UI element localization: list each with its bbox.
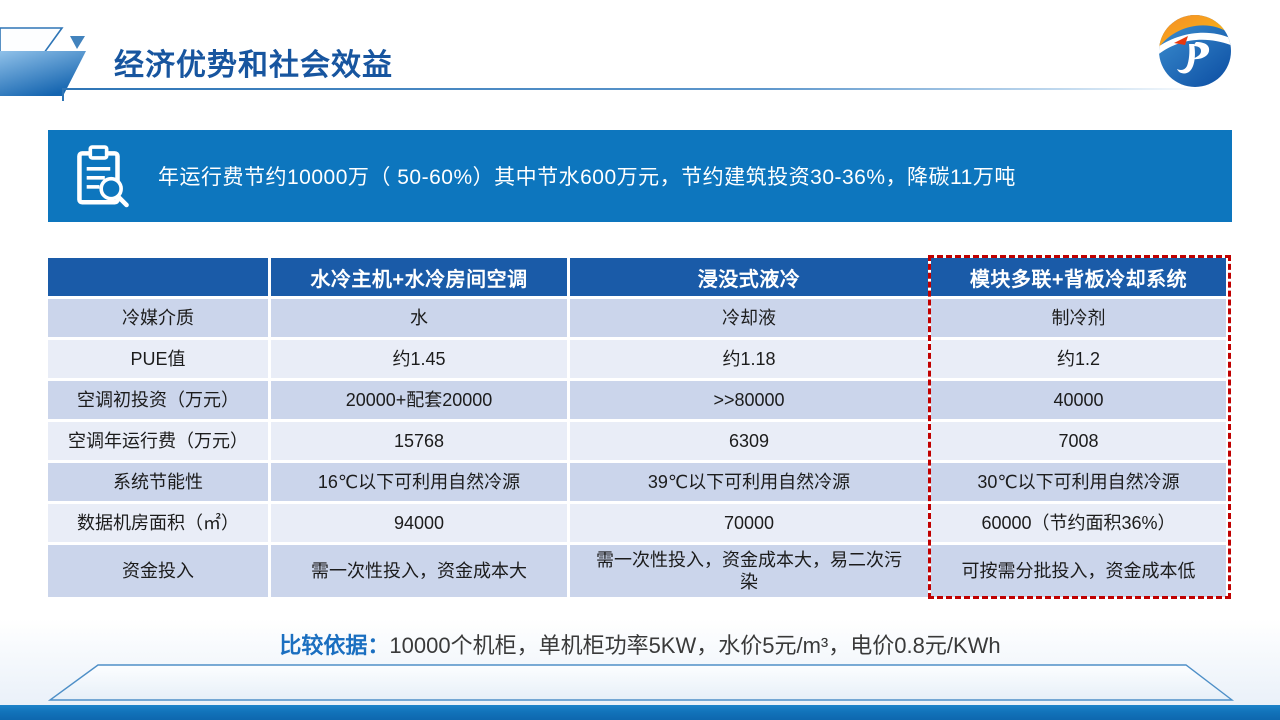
table-cell: >>80000 xyxy=(570,381,928,419)
footer-trapezoid-decoration xyxy=(47,664,1235,701)
comparison-basis-text: 10000个机柜，单机柜功率5KW，水价5元/m³，电价0.8元/KWh xyxy=(389,633,1001,658)
table-cell: 需一次性投入，资金成本大，易二次污染 xyxy=(570,545,928,597)
table-cell: 39℃以下可利用自然冷源 xyxy=(570,463,928,501)
table-cell: 40000 xyxy=(931,381,1226,419)
table-cell: 20000+配套20000 xyxy=(271,381,567,419)
row-label: 数据机房面积（㎡） xyxy=(48,504,268,542)
page-title: 经济优势和社会效益 xyxy=(114,49,393,82)
comparison-basis-note: 比较依据：10000个机柜，单机柜功率5KW，水价5元/m³，电价0.8元/KW… xyxy=(0,628,1280,660)
table-cell: 30℃以下可利用自然冷源 xyxy=(931,463,1226,501)
table-cell: 冷却液 xyxy=(570,299,928,337)
col-header-modular: 模块多联+背板冷却系统 xyxy=(931,258,1226,296)
banner-text: 年运行费节约10000万（ 50-60%）其中节水600万元，节约建筑投资30-… xyxy=(158,166,1016,189)
table-cell: 约1.18 xyxy=(570,340,928,378)
comparison-basis-label: 比较依据： xyxy=(279,633,390,658)
summary-banner: 年运行费节约10000万（ 50-60%）其中节水600万元，节约建筑投资30-… xyxy=(48,130,1232,222)
table-cell: 约1.2 xyxy=(931,340,1226,378)
row-label: 冷媒介质 xyxy=(48,299,268,337)
col-header-blank xyxy=(48,258,268,296)
table-row-capital-investment: 资金投入 需一次性投入，资金成本大 需一次性投入，资金成本大，易二次污染 可按需… xyxy=(48,545,1226,597)
table-cell: 6309 xyxy=(570,422,928,460)
table-cell: 可按需分批投入，资金成本低 xyxy=(931,545,1226,597)
title-underline xyxy=(62,88,1234,90)
title-underline-cap xyxy=(62,88,64,101)
col-header-water-cooled: 水冷主机+水冷房间空调 xyxy=(271,258,567,296)
table-row-coolant-medium: 冷媒介质 水 冷却液 制冷剂 xyxy=(48,299,1226,337)
table-cell: 94000 xyxy=(271,504,567,542)
table-row-pue: PUE值 约1.45 约1.18 约1.2 xyxy=(48,340,1226,378)
table-row-energy-saving: 系统节能性 16℃以下可利用自然冷源 39℃以下可利用自然冷源 30℃以下可利用… xyxy=(48,463,1226,501)
table-cell: 16℃以下可利用自然冷源 xyxy=(271,463,567,501)
row-label: 系统节能性 xyxy=(48,463,268,501)
table-cell: 需一次性投入，资金成本大 xyxy=(271,545,567,597)
corner-decoration xyxy=(0,27,86,96)
comparison-table-container: 水冷主机+水冷房间空调 浸没式液冷 模块多联+背板冷却系统 冷媒介质 水 冷却液… xyxy=(48,255,1232,600)
table-row-room-area: 数据机房面积（㎡） 94000 70000 60000（节约面积36%） xyxy=(48,504,1226,542)
clipboard-magnifier-icon xyxy=(77,145,129,208)
table-cell: 水 xyxy=(271,299,567,337)
table-row-annual-operating-cost: 空调年运行费（万元） 15768 6309 7008 xyxy=(48,422,1226,460)
table-cell: 约1.45 xyxy=(271,340,567,378)
row-label: 资金投入 xyxy=(48,545,268,597)
table-cell: 60000（节约面积36%） xyxy=(931,504,1226,542)
footer-bar xyxy=(0,705,1280,720)
row-label: 空调初投资（万元） xyxy=(48,381,268,419)
row-label: 空调年运行费（万元） xyxy=(48,422,268,460)
row-label: PUE值 xyxy=(48,340,268,378)
table-cell: 15768 xyxy=(271,422,567,460)
col-header-immersion: 浸没式液冷 xyxy=(570,258,928,296)
table-cell: 7008 xyxy=(931,422,1226,460)
comparison-table: 水冷主机+水冷房间空调 浸没式液冷 模块多联+背板冷却系统 冷媒介质 水 冷却液… xyxy=(45,255,1229,600)
company-logo-icon xyxy=(1159,15,1231,87)
table-cell: 制冷剂 xyxy=(931,299,1226,337)
table-cell: 70000 xyxy=(570,504,928,542)
table-row-initial-investment: 空调初投资（万元） 20000+配套20000 >>80000 40000 xyxy=(48,381,1226,419)
table-header-row: 水冷主机+水冷房间空调 浸没式液冷 模块多联+背板冷却系统 xyxy=(48,258,1226,296)
